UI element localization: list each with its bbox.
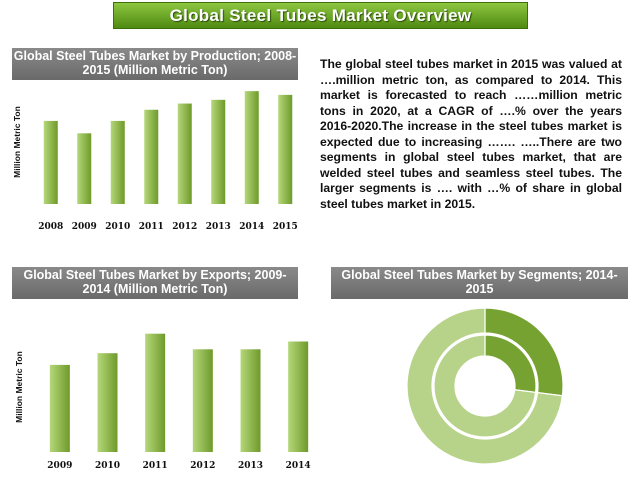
production-bar-chart: Million Metric Ton 2008 2009 2010 2011 2012 20… bbox=[12, 91, 298, 232]
x-tick-label: 2009 bbox=[72, 222, 97, 232]
x-tick-label: 2015 bbox=[273, 222, 298, 232]
donut-slice bbox=[433, 334, 537, 438]
x-tick-label: 2010 bbox=[105, 222, 130, 232]
bar-2011 bbox=[144, 109, 159, 204]
bar-2008 bbox=[43, 120, 58, 204]
x-tick-label: 2012 bbox=[172, 222, 197, 232]
x-tick-label: 2009 bbox=[47, 461, 72, 471]
bar-2012 bbox=[177, 103, 192, 204]
y-axis-label: Million Metric Ton bbox=[14, 351, 24, 423]
bar-2011 bbox=[145, 333, 166, 452]
bar-2012 bbox=[192, 349, 213, 452]
bar-2013 bbox=[240, 349, 261, 452]
exports-bar-chart: Million Metric Ton 2009 2010 2011 2012 2013 20… bbox=[14, 333, 311, 471]
bar-2013 bbox=[211, 99, 226, 204]
donut-slice bbox=[406, 307, 564, 465]
segments-donut-chart bbox=[406, 307, 564, 465]
x-tick-label: 2012 bbox=[190, 461, 215, 471]
x-tick-label: 2014 bbox=[286, 461, 311, 471]
segments-chart-title: Global Steel Tubes Market by Segments; 2… bbox=[331, 267, 628, 299]
bar-2010 bbox=[97, 353, 118, 452]
x-tick-label: 2011 bbox=[139, 222, 164, 232]
page-title: Global Steel Tubes Market Overview bbox=[113, 2, 528, 29]
bar-2015 bbox=[278, 94, 293, 204]
x-tick-label: 2013 bbox=[206, 222, 231, 232]
x-tick-label: 2010 bbox=[95, 461, 120, 471]
production-chart-title: Global Steel Tubes Market by Production;… bbox=[12, 48, 298, 80]
bar-2009 bbox=[77, 133, 92, 204]
exports-chart-title: Global Steel Tubes Market by Exports; 20… bbox=[12, 267, 298, 299]
x-tick-label: 2011 bbox=[143, 461, 168, 471]
bar-2014 bbox=[288, 341, 309, 452]
bar-2009 bbox=[49, 364, 70, 452]
x-tick-label: 2014 bbox=[239, 222, 264, 232]
x-tick-label: 2013 bbox=[238, 461, 263, 471]
market-description: The global steel tubes market in 2015 wa… bbox=[320, 57, 622, 211]
x-tick-label: 2008 bbox=[38, 222, 63, 232]
y-axis-label: Million Metric Ton bbox=[12, 106, 22, 178]
bar-2010 bbox=[110, 120, 125, 204]
bar-2014 bbox=[244, 91, 259, 204]
